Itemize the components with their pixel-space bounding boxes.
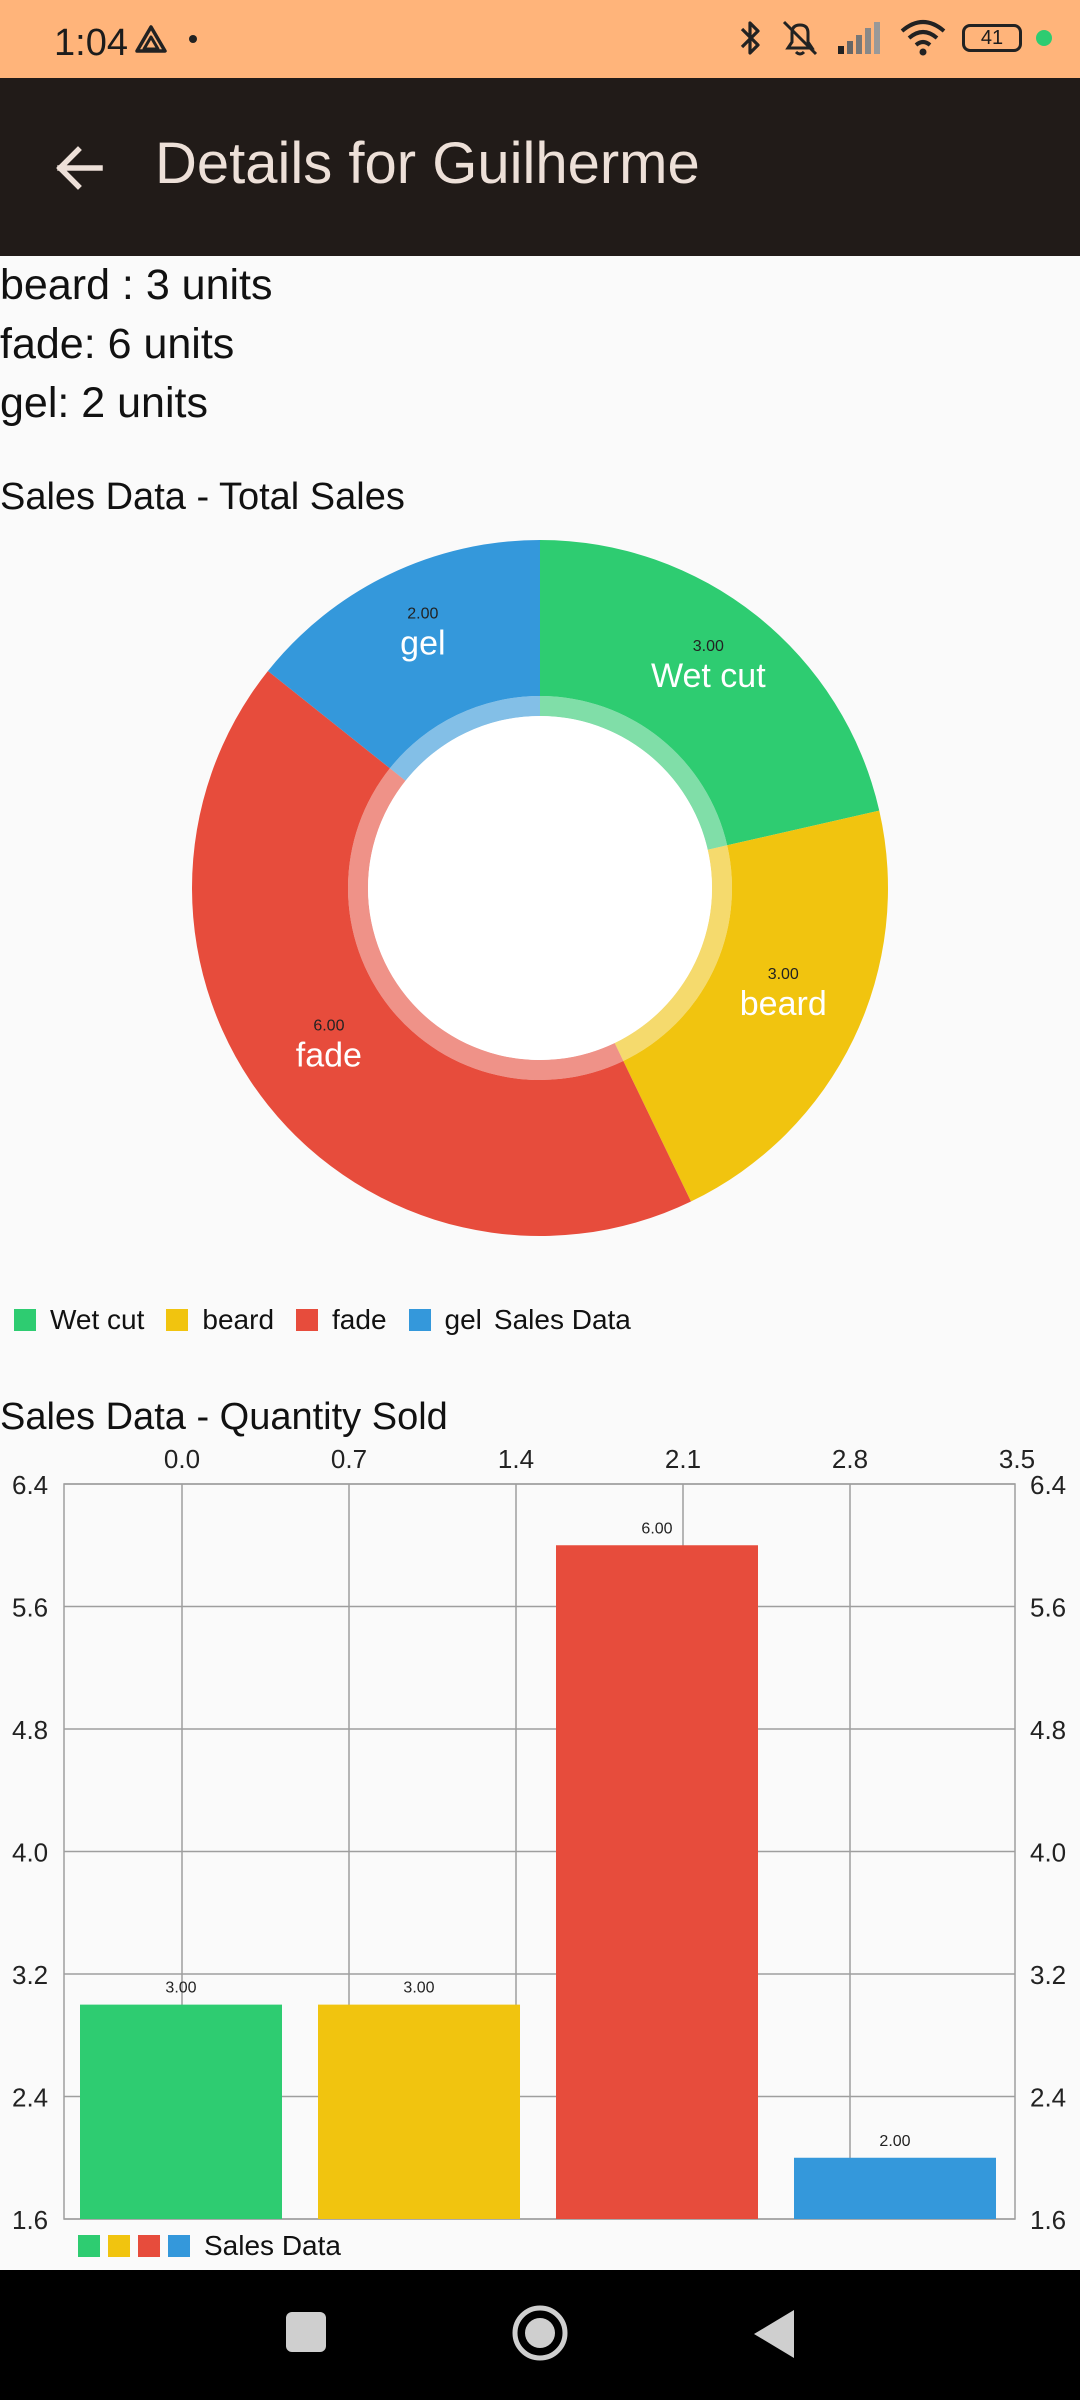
bar-wet-cut[interactable] [80,2004,282,2219]
pie-value-label-wet-cut: 3.00 [693,638,724,655]
legend-swatch-fade [296,1309,319,1331]
y-tick-label-right: 4.8 [1030,1715,1066,1745]
legend-swatch-gel [168,2235,190,2257]
y-tick-label-right: 2.4 [1030,2083,1066,2113]
home-button[interactable] [511,2304,569,2362]
plot-border [63,1483,1016,2220]
signal-icon [838,22,880,54]
y-tick-label-left: 6.4 [12,1470,48,1500]
summary-list: beard : 3 units fade: 6 units gel: 2 uni… [0,256,273,433]
battery-icon: 41 [962,24,1022,52]
legend-label-fade: fade [332,1304,387,1335]
summary-item-beard: beard : 3 units [0,261,273,309]
x-tick-label: 0.0 [164,1444,200,1474]
pie-chart[interactable]: 3.00 Wet cut 3.00 beard 6.00 fade 2.00 gel [0,530,1080,1250]
bar-value-label-fade: 6.00 [641,1520,672,1537]
pie-slice-wet-cut[interactable] [540,540,880,846]
legend-label-dataset: Sales Data [493,1304,631,1335]
legend-swatch-gel [408,1309,431,1331]
summary-item-gel: gel: 2 units [0,379,208,427]
y-tick-label-left: 3.2 [12,1960,48,1990]
pie-ring-fade [348,768,624,1080]
y-tick-label-right: 4.0 [1030,1838,1066,1868]
y-tick-label-right: 1.6 [1030,2205,1066,2230]
pie-slice-gel[interactable] [267,540,540,769]
x-tick-label: 0.7 [331,1444,367,1474]
y-tick-label-left: 1.6 [12,2205,48,2230]
bar-beard[interactable] [318,2004,520,2219]
app-bar: Details for Guilherme [0,78,1080,256]
dot-icon [189,35,197,43]
page-title: Details for Guilherme [155,131,700,196]
summary-item-fade: fade: 6 units [0,320,235,368]
bar-value-label-beard: 3.00 [403,1980,434,1997]
x-tick-label: 2.1 [665,1444,701,1474]
y-tick-label-left: 4.0 [12,1838,48,1868]
status-bar: 1:04 41 [0,0,1080,78]
drive-icon [135,25,167,53]
bar-fade[interactable] [556,1545,758,2219]
pie-value-label-fade: 6.00 [313,1017,344,1034]
legend-swatch-beard [166,1309,189,1331]
legend-label-gel: gel [444,1304,482,1335]
pie-category-label-beard: beard [740,985,827,1023]
nav-back-button[interactable] [750,2306,798,2362]
pie-ring-beard [614,845,732,1061]
pie-legend: Wet cut beard fade gel Sales Data [14,1304,653,1336]
x-tick-label: 3.5 [999,1444,1035,1474]
pie-category-label-fade: fade [296,1036,362,1074]
y-tick-label-right: 6.4 [1030,1470,1066,1500]
status-right-icons: 41 [736,18,1052,58]
pie-ring-gel [389,696,540,781]
navigation-bar [0,2270,1080,2400]
y-tick-label-right: 5.6 [1030,1593,1066,1623]
x-tick-label: 2.8 [832,1444,868,1474]
bluetooth-icon [740,21,760,55]
y-tick-label-right: 3.2 [1030,1960,1066,1990]
donut-hole [368,716,712,1060]
wifi-icon [900,20,946,56]
x-tick-label: 1.4 [498,1444,534,1474]
pie-value-label-gel: 2.00 [407,606,438,623]
y-tick-label-left: 5.6 [12,1593,48,1623]
pie-category-label-gel: gel [400,625,445,663]
bar-chart-title: Sales Data - Quantity Sold [0,1396,448,1438]
pie-category-label-wet-cut: Wet cut [651,657,766,695]
privacy-indicator [1036,30,1052,46]
bar-chart[interactable]: 6.4 6.4 5.6 5.6 4.8 4.8 4.0 4.0 3.2 3.2 2.4 2.4 1.6 1… [0,1440,1080,2230]
legend-label-wet-cut: Wet cut [50,1304,145,1335]
pie-ring-wet-cut [540,696,728,850]
legend-swatch-fade [138,2235,160,2257]
y-tick-label-left: 2.4 [12,2083,48,2113]
pie-chart-title: Sales Data - Total Sales [0,476,405,518]
status-time: 1:04 [54,22,128,64]
legend-swatch-beard [108,2235,130,2257]
legend-swatch-wet-cut [14,1309,36,1331]
pie-value-label-beard: 3.00 [768,966,799,983]
legend-swatch-wet-cut [78,2235,100,2257]
legend-label-beard: beard [202,1304,275,1335]
pie-slice-fade[interactable] [191,671,691,1237]
status-left-icons [134,24,198,54]
bar-gel[interactable] [794,2157,996,2219]
back-arrow-icon[interactable] [48,136,112,200]
y-tick-label-left: 4.8 [12,1715,48,1745]
bar-legend: Sales Data [78,2230,363,2262]
bar-value-label-wet-cut: 3.00 [165,1980,196,1997]
mute-bell-icon [782,20,818,56]
recents-button[interactable] [286,2312,326,2352]
bar-value-label-gel: 2.00 [879,2133,910,2150]
pie-slice-beard[interactable] [623,810,889,1202]
legend-label-dataset: Sales Data [204,2230,341,2261]
